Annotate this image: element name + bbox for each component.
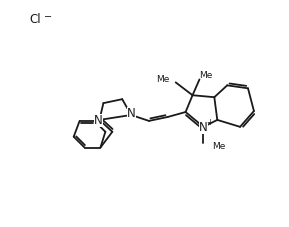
Text: Me: Me	[156, 75, 170, 84]
Text: −: −	[44, 12, 52, 22]
Text: N: N	[127, 108, 136, 121]
Text: Me: Me	[199, 71, 213, 80]
Text: N: N	[199, 121, 208, 134]
Text: Me: Me	[212, 142, 226, 151]
Text: Cl: Cl	[29, 13, 41, 26]
Text: N: N	[94, 114, 103, 127]
Text: +: +	[206, 118, 213, 127]
